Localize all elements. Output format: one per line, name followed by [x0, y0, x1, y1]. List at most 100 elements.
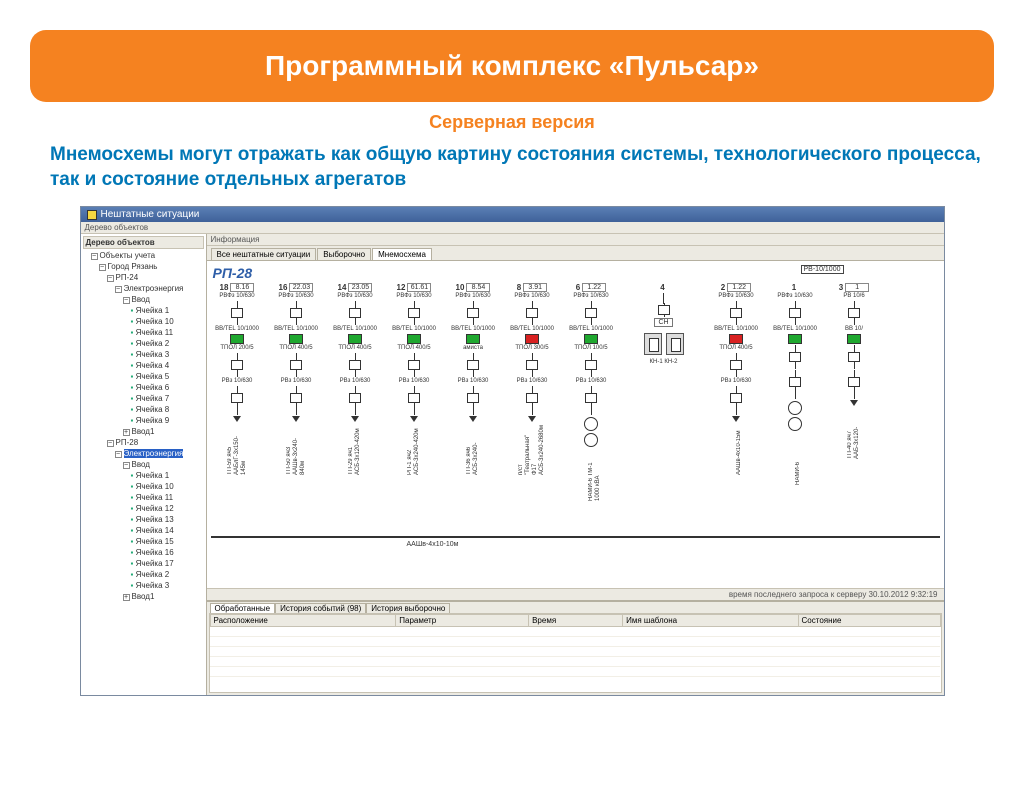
tree-cell[interactable]: ▪ Ячейка 1	[131, 305, 204, 316]
tree-cell[interactable]: ▪ Ячейка 12	[131, 503, 204, 514]
menubar: Дерево объектов	[81, 222, 944, 234]
bottom-tabs[interactable]: ОбработанныеИстория событий (98)История …	[207, 602, 944, 613]
breaker-switch[interactable]	[230, 334, 244, 344]
tree-item[interactable]: РП-28	[116, 438, 139, 447]
bay-10: 108.54РВФз 10/630ВВ/ТЕL 10/1000амистаРВз…	[447, 283, 500, 503]
grid-col[interactable]: Параметр	[396, 615, 529, 627]
tree-cell[interactable]: ▪ Ячейка 11	[131, 327, 204, 338]
scheme-title: РП-28	[213, 265, 253, 281]
tab-1[interactable]: Выборочно	[317, 248, 371, 260]
grid-col[interactable]: Время	[529, 615, 623, 627]
bays-row: 188.16РВФз 10/630ВВ/ТЕL 10/1000ТПОЛ 200/…	[211, 283, 940, 503]
tree-item[interactable]: Электроэнергия	[124, 284, 184, 293]
tree-cell[interactable]: ▪ Ячейка 10	[131, 316, 204, 327]
tree-item[interactable]: Ввод1	[132, 427, 155, 436]
bay-8: 83.91РВФз 10/630ВВ/ТЕL 10/1000ТПОЛ 300/5…	[506, 283, 559, 503]
tree-item[interactable]: Город Рязань	[108, 262, 158, 271]
breaker-switch[interactable]	[788, 334, 802, 344]
tab-2[interactable]: Мнемосхема	[372, 248, 432, 260]
bottom-tab-2[interactable]: История выборочно	[366, 603, 450, 613]
bay-6: 61.22РВФз 10/630ВВ/ТЕL 10/1000ТПОЛ 100/5…	[565, 283, 618, 503]
readout: 61.61	[407, 283, 431, 292]
tab-0[interactable]: Все нештатные ситуации	[211, 248, 317, 260]
busbar-label: ААШв-4х10-10м	[407, 541, 459, 548]
status-line: время последнего запроса к серверу 30.10…	[207, 588, 944, 600]
readout: 3.91	[523, 283, 547, 292]
window-titlebar: Нештатные ситуации	[81, 207, 944, 222]
tree-cell[interactable]: ▪ Ячейка 8	[131, 404, 204, 415]
tree-item[interactable]: Ввод1	[132, 592, 155, 601]
table-row	[210, 667, 940, 677]
tree-cell[interactable]: ▪ Ячейка 3	[131, 349, 204, 360]
tree-cell[interactable]: ▪ Ячейка 14	[131, 525, 204, 536]
breaker-switch[interactable]	[847, 334, 861, 344]
breaker-switch[interactable]	[525, 334, 539, 344]
bay-18: 188.16РВФз 10/630ВВ/ТЕL 10/1000ТПОЛ 200/…	[211, 283, 264, 503]
readout: 1	[845, 283, 869, 292]
breaker-switch[interactable]	[584, 334, 598, 344]
app-window: Нештатные ситуации Дерево объектов Дерев…	[80, 206, 945, 696]
bay-4: 4СНКН-1 КН-2	[624, 283, 704, 503]
table-row	[210, 637, 940, 647]
tree-cell[interactable]: ▪ Ячейка 10	[131, 481, 204, 492]
tree-cell[interactable]: ▪ Ячейка 7	[131, 393, 204, 404]
top-disconnector-label: РВ-10/1000	[801, 265, 844, 274]
busbar	[211, 536, 940, 538]
grid-col[interactable]: Расположение	[210, 615, 396, 627]
readout: 8.16	[230, 283, 254, 292]
table-row	[210, 627, 940, 637]
bay-3: 31РВ 10/6ВВ 10/ТП-40 яч7ААБ-3х120-	[828, 283, 881, 503]
tabstrip[interactable]: Все нештатные ситуацииВыборочноМнемосхем…	[207, 246, 944, 261]
tree-cell[interactable]: ▪ Ячейка 2	[131, 569, 204, 580]
breaker-switch[interactable]	[289, 334, 303, 344]
bay-16: 1622.03РВФз 10/630ВВ/ТЕL 10/1000ТПОЛ 400…	[270, 283, 323, 503]
breaker-switch[interactable]	[466, 334, 480, 344]
bay-2: 21.22РВФз 10/630ВВ/ТЕL 10/1000ТПОЛ 400/5…	[710, 283, 763, 503]
tree-cell[interactable]: ▪ Ячейка 17	[131, 558, 204, 569]
tree-cell[interactable]: ▪ Ячейка 4	[131, 360, 204, 371]
readout: 1.22	[727, 283, 751, 292]
bottom-tab-1[interactable]: История событий (98)	[275, 603, 366, 613]
mnemoscheme-canvas: РП-28 РВ-10/1000 188.16РВФз 10/630ВВ/ТЕL…	[207, 261, 944, 588]
slide-description: Мнемосхемы могут отражать как общую карт…	[50, 143, 984, 192]
tree-item[interactable]: Ввод	[132, 295, 150, 304]
readout: 1.22	[582, 283, 606, 292]
bay-12: 1261.61РВФз 10/630ВВ/ТЕL 10/1000ТПОЛ 400…	[388, 283, 441, 503]
tree-cell[interactable]: ▪ Ячейка 5	[131, 371, 204, 382]
tree-item[interactable]: РП-24	[116, 273, 139, 282]
readout: 8.54	[466, 283, 490, 292]
tree-cell[interactable]: ▪ Ячейка 13	[131, 514, 204, 525]
breaker-switch[interactable]	[729, 334, 743, 344]
tree-cell[interactable]: ▪ Ячейка 9	[131, 415, 204, 426]
tree-panel: Дерево объектов −Объекты учета−Город Ряз…	[81, 234, 207, 695]
bay-1: 1РВФз 10/630ВВ/ТЕL 10/1000НАМИ-6	[769, 283, 822, 503]
tree-root[interactable]: −Объекты учета−Город Рязань−РП-24−Электр…	[83, 250, 204, 602]
breaker-switch[interactable]	[407, 334, 421, 344]
bottom-tab-0[interactable]: Обработанные	[210, 603, 276, 613]
tree-item[interactable]: Ввод	[132, 460, 150, 469]
table-row	[210, 657, 940, 667]
slide-title: Программный комплекс «Пульсар»	[30, 30, 994, 102]
readout: 23.05	[348, 283, 372, 292]
main-panel: Информация Все нештатные ситуацииВыбороч…	[207, 234, 944, 695]
grid-col[interactable]: Имя шаблона	[623, 615, 798, 627]
tree-cell[interactable]: ▪ Ячейка 6	[131, 382, 204, 393]
tree-cell[interactable]: ▪ Ячейка 15	[131, 536, 204, 547]
tree-header: Дерево объектов	[83, 236, 204, 249]
tree-cell[interactable]: ▪ Ячейка 2	[131, 338, 204, 349]
events-grid: РасположениеПараметрВремяИмя шаблонаСост…	[209, 613, 942, 693]
window-title: Нештатные ситуации	[101, 209, 200, 220]
grid-col[interactable]: Состояние	[798, 615, 940, 627]
table-row	[210, 647, 940, 657]
tree-cell[interactable]: ▪ Ячейка 11	[131, 492, 204, 503]
readout: 22.03	[289, 283, 313, 292]
bay-14: 1423.05РВФз 10/630ВВ/ТЕL 10/1000ТПОЛ 400…	[329, 283, 382, 503]
tree-item[interactable]: Объекты учета	[100, 251, 156, 260]
bottom-panel: ОбработанныеИстория событий (98)История …	[207, 600, 944, 695]
info-label: Информация	[207, 234, 944, 246]
tree-cell[interactable]: ▪ Ячейка 3	[131, 580, 204, 591]
breaker-switch[interactable]	[348, 334, 362, 344]
tree-cell[interactable]: ▪ Ячейка 1	[131, 470, 204, 481]
tree-item[interactable]: Электроэнергия	[124, 449, 184, 458]
tree-cell[interactable]: ▪ Ячейка 16	[131, 547, 204, 558]
